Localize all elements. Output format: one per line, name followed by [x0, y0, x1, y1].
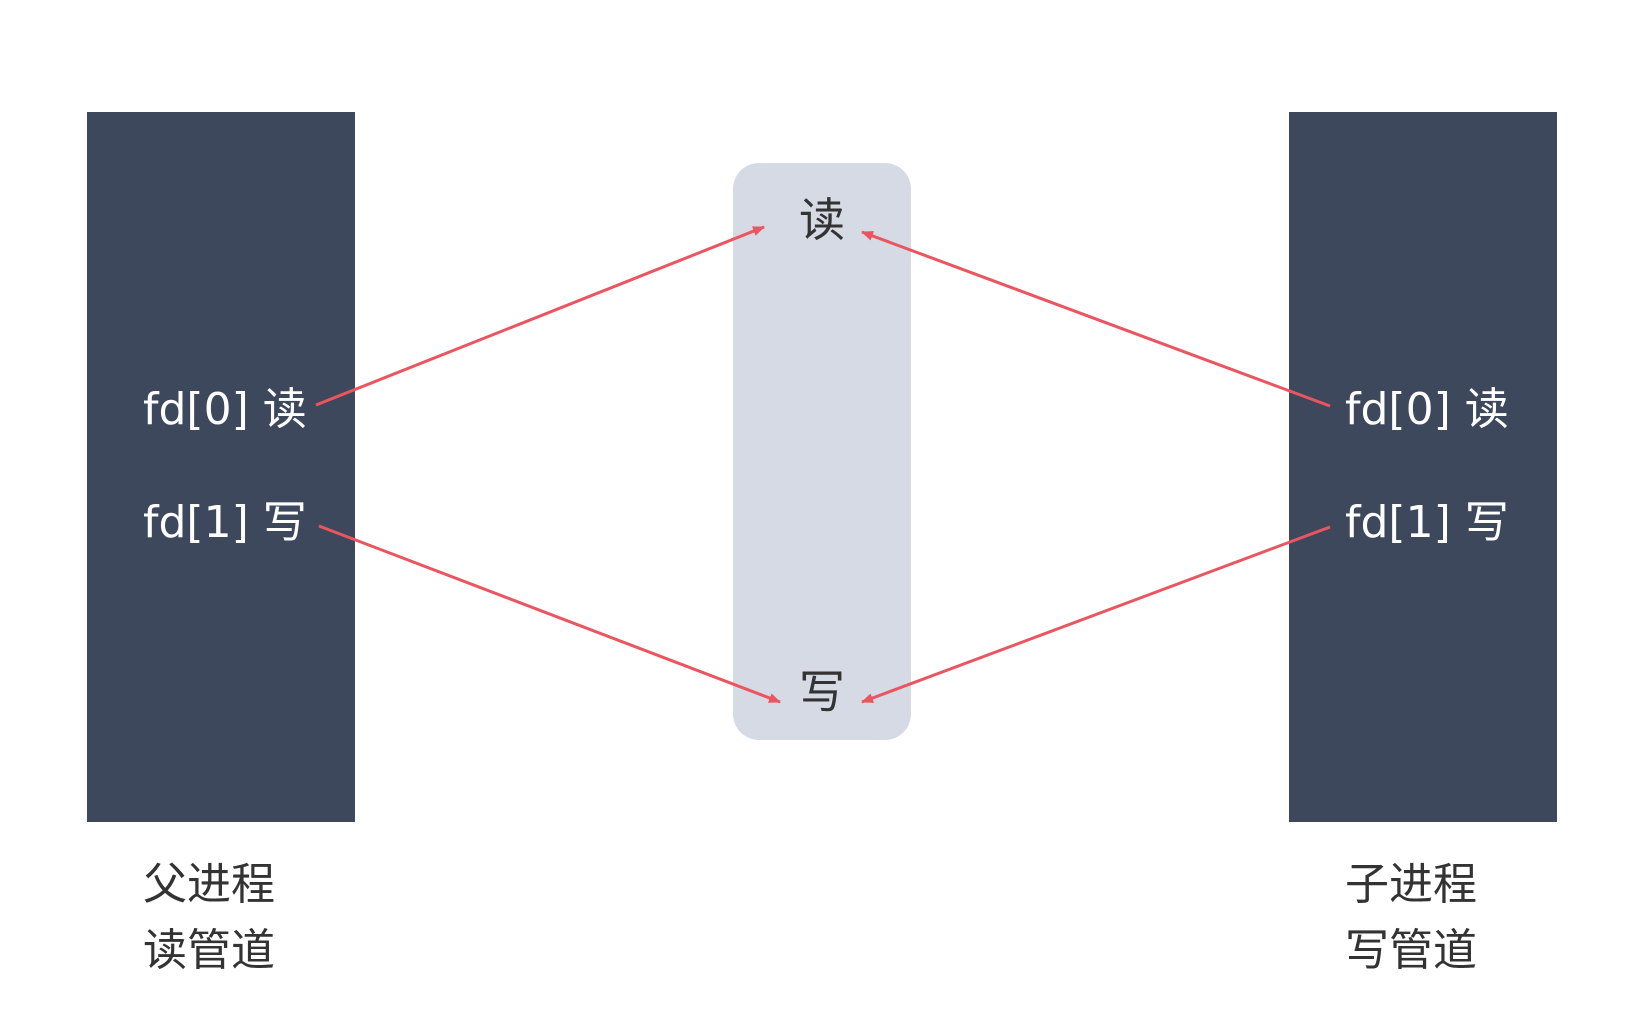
parent-caption-line2: 读管道: [143, 925, 275, 976]
child-fd0-label: fd[0] 读: [1345, 384, 1509, 435]
child-caption-line2: 写管道: [1345, 925, 1477, 976]
parent-caption: 父进程 读管道: [143, 852, 275, 984]
arrow-parent-fd0-to-read-end: [315, 225, 765, 407]
child-process-box: [1289, 112, 1557, 822]
child-fd1-label: fd[1] 写: [1345, 497, 1509, 548]
pipe-read-end-label: 读: [799, 193, 845, 247]
parent-process-box: [87, 112, 355, 822]
arrow-child-fd0-to-read-end: [861, 230, 1331, 408]
arrow-parent-fd1-to-write-end: [318, 524, 781, 704]
parent-caption-line1: 父进程: [143, 859, 275, 910]
parent-fd0-label: fd[0] 读: [143, 384, 307, 435]
arrow-child-fd1-to-write-end: [861, 525, 1331, 704]
child-caption: 子进程 写管道: [1345, 852, 1477, 984]
parent-fd1-label: fd[1] 写: [143, 497, 307, 548]
pipe-write-end-label: 写: [799, 665, 845, 719]
child-caption-line1: 子进程: [1345, 859, 1477, 910]
pipe-box: [733, 163, 911, 740]
